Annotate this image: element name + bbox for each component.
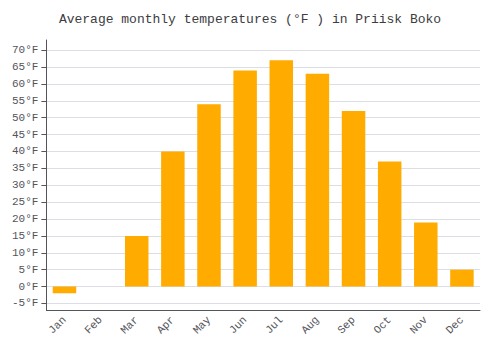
svg-text:45°F: 45°F [12,129,38,141]
svg-text:20°F: 20°F [12,213,38,225]
svg-text:5°F: 5°F [19,264,39,276]
svg-text:Feb: Feb [82,314,104,336]
svg-text:Dec: Dec [444,314,466,336]
svg-text:Mar: Mar [119,314,141,336]
svg-text:50°F: 50°F [12,112,38,124]
svg-text:Apr: Apr [155,314,177,336]
svg-text:10°F: 10°F [12,247,38,259]
svg-text:Jun: Jun [227,314,249,336]
svg-text:-5°F: -5°F [12,297,38,309]
svg-text:70°F: 70°F [12,44,38,56]
svg-text:May: May [191,314,214,337]
svg-text:0°F: 0°F [19,281,39,293]
svg-text:Aug: Aug [299,314,321,336]
svg-text:35°F: 35°F [12,162,38,174]
svg-text:Nov: Nov [408,314,431,337]
svg-text:30°F: 30°F [12,179,38,191]
svg-text:60°F: 60°F [12,78,38,90]
svg-text:55°F: 55°F [12,95,38,107]
svg-text:65°F: 65°F [12,61,38,73]
svg-text:Jul: Jul [263,314,285,336]
svg-text:Jan: Jan [46,314,68,336]
svg-text:25°F: 25°F [12,196,38,208]
svg-text:Sep: Sep [335,314,357,336]
svg-text:Average monthly temperatures (: Average monthly temperatures (°F ) in Pr… [59,12,441,27]
svg-text:Oct: Oct [371,314,393,336]
svg-text:40°F: 40°F [12,145,38,157]
svg-text:15°F: 15°F [12,230,38,242]
